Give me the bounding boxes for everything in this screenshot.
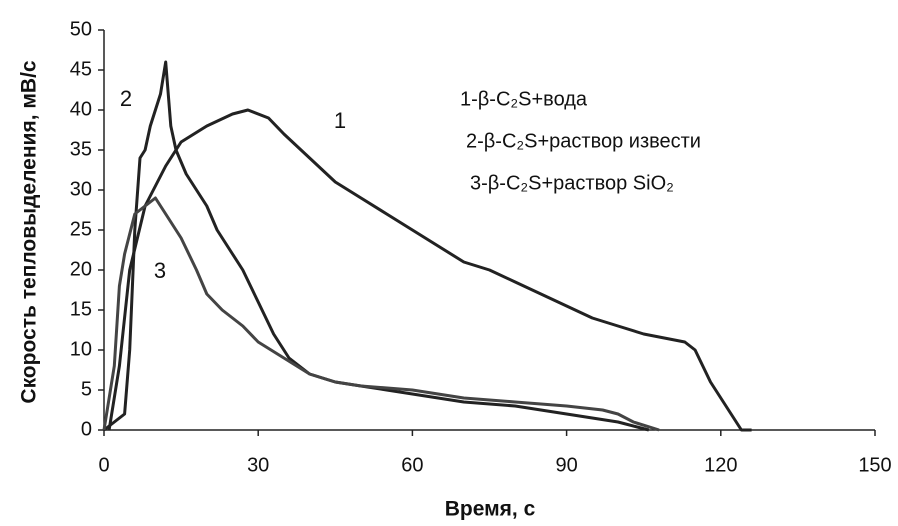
x-tick-label: 120 xyxy=(704,454,737,476)
x-tick-label: 0 xyxy=(98,454,109,476)
legend-label: 3-β-C₂S+раствор SiO₂ xyxy=(470,172,674,194)
y-tick-label: 40 xyxy=(70,98,92,120)
legend-label: 1-β-C₂S+вода xyxy=(460,88,588,110)
y-tick-label: 35 xyxy=(70,138,92,160)
y-tick-label: 10 xyxy=(70,338,92,360)
x-tick-label: 150 xyxy=(858,454,891,476)
y-tick-label: 45 xyxy=(70,58,92,80)
y-tick-label: 0 xyxy=(81,418,92,440)
series-line xyxy=(102,196,660,432)
curve-label: 3 xyxy=(154,258,166,283)
x-tick-label: 90 xyxy=(555,454,577,476)
y-tick-label: 25 xyxy=(70,218,92,240)
legend-label: 2-β-C₂S+раствор извести xyxy=(466,130,701,152)
y-axis-title: Скорость тепловыделения, мВ/с xyxy=(18,60,41,403)
y-tick-label: 30 xyxy=(70,178,92,200)
curve-label: 2 xyxy=(120,86,132,111)
y-tick-label: 5 xyxy=(81,378,92,400)
x-axis-title: Время, с xyxy=(445,498,536,521)
y-tick-label: 50 xyxy=(70,18,92,40)
series-line xyxy=(103,60,650,432)
x-tick-label: 30 xyxy=(247,454,269,476)
curve-label: 1 xyxy=(334,108,346,133)
x-tick-label: 60 xyxy=(401,454,423,476)
series-line xyxy=(107,108,752,432)
y-tick-label: 15 xyxy=(70,298,92,320)
y-tick-label: 20 xyxy=(70,258,92,280)
